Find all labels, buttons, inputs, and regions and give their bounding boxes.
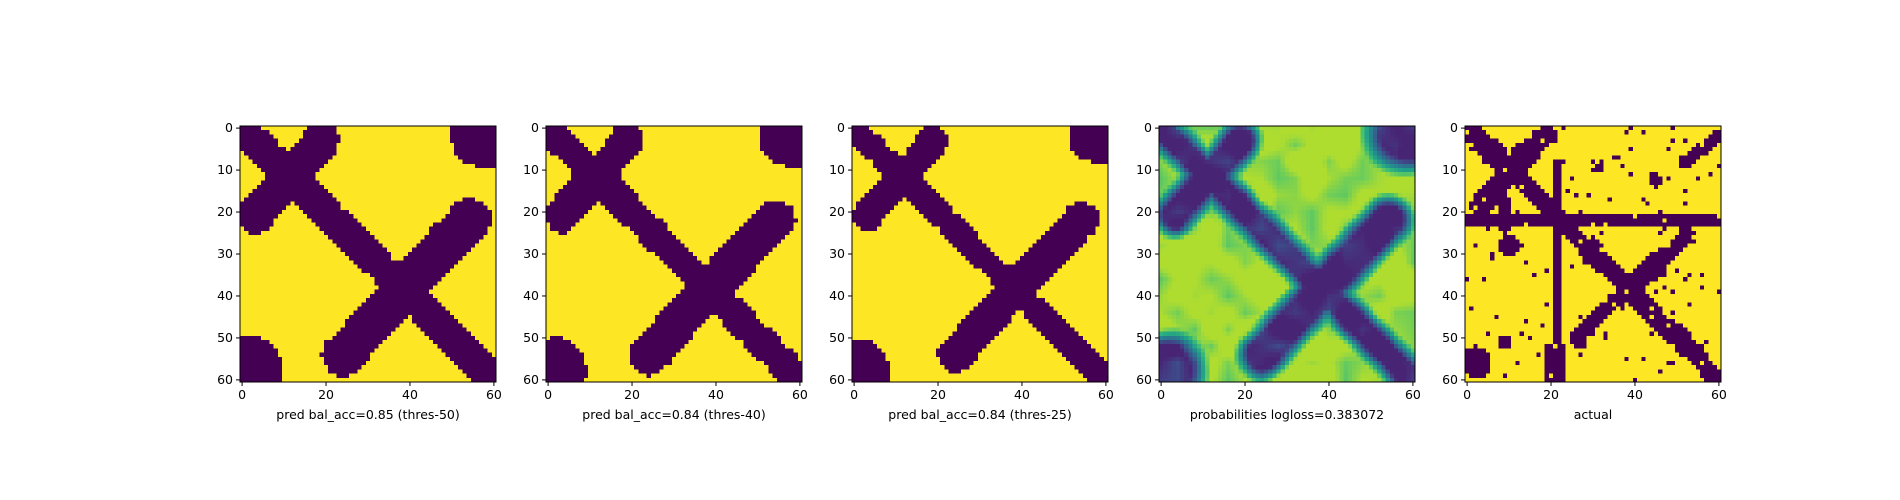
y-tick-label: 50: [829, 330, 845, 345]
y-tick-label: 30: [1442, 246, 1458, 261]
y-tick-label: 0: [225, 120, 233, 135]
x-tick-label: 40: [1014, 387, 1030, 402]
subplot-5: 0 20 40 60 0 10 20 30 40 50 60 actual: [1442, 120, 1727, 422]
y-tick-label: 20: [829, 204, 845, 219]
y-tick-label: 10: [217, 162, 233, 177]
x-axis-label: actual: [1574, 407, 1613, 422]
x-tick-label: 0: [544, 387, 552, 402]
y-tick-label: 20: [523, 204, 539, 219]
subplot-3: 0 20 40 60 0 10 20 30 40 50 60 pred bal_acc=0.84 (t…: [829, 120, 1114, 422]
y-tick-label: 10: [523, 162, 539, 177]
x-axis-label: pred bal_acc=0.84 (thres-40): [582, 407, 765, 422]
heatmap-image-3: [852, 126, 1109, 383]
x-axis-label: probabilities logloss=0.383072: [1190, 407, 1384, 422]
heatmap-image-4: [1159, 126, 1416, 383]
x-axis-label: pred bal_acc=0.84 (thres-25): [888, 407, 1071, 422]
x-tick-label: 20: [624, 387, 640, 402]
x-tick-label: 40: [1627, 387, 1643, 402]
y-tick-label: 40: [829, 288, 845, 303]
y-tick-label: 0: [1450, 120, 1458, 135]
y-tick-label: 40: [523, 288, 539, 303]
y-tick-label: 60: [217, 372, 233, 387]
y-tick-label: 50: [523, 330, 539, 345]
x-tick-label: 20: [1543, 387, 1559, 402]
y-tick-label: 60: [1136, 372, 1152, 387]
x-tick-label: 60: [486, 387, 502, 402]
y-tick-label: 40: [217, 288, 233, 303]
y-tick-label: 30: [217, 246, 233, 261]
x-tick-label: 60: [1711, 387, 1727, 402]
subplot-2: 0 20 40 60 0 10 20 30 40 50 60 pred bal_acc=0.84 (t…: [523, 120, 808, 422]
y-tick-label: 60: [1442, 372, 1458, 387]
x-tick-label: 60: [1098, 387, 1114, 402]
x-tick-label: 40: [708, 387, 724, 402]
x-tick-label: 60: [1405, 387, 1421, 402]
x-tick-label: 60: [792, 387, 808, 402]
y-tick-label: 0: [1144, 120, 1152, 135]
y-tick-label: 0: [531, 120, 539, 135]
y-tick-label: 20: [1442, 204, 1458, 219]
x-tick-label: 20: [1237, 387, 1253, 402]
x-tick-label: 0: [1157, 387, 1165, 402]
y-tick-label: 10: [829, 162, 845, 177]
x-tick-label: 40: [1321, 387, 1337, 402]
x-tick-label: 40: [402, 387, 418, 402]
x-axis-label: pred bal_acc=0.85 (thres-50): [276, 407, 459, 422]
heatmap-image-1: [240, 126, 497, 383]
y-tick-label: 20: [1136, 204, 1152, 219]
y-tick-label: 40: [1136, 288, 1152, 303]
x-tick-label: 20: [318, 387, 334, 402]
y-tick-label: 30: [1136, 246, 1152, 261]
subplot-1: 0 20 40 60 0 10 20 30 40 50 60 pred bal_acc=0.85 (t…: [217, 120, 502, 422]
y-tick-label: 10: [1136, 162, 1152, 177]
x-tick-label: 20: [930, 387, 946, 402]
heatmap-image-2: [546, 126, 803, 383]
x-tick-label: 0: [850, 387, 858, 402]
y-tick-label: 50: [1136, 330, 1152, 345]
y-tick-label: 30: [829, 246, 845, 261]
heatmap-image-5: [1465, 126, 1722, 383]
y-tick-label: 10: [1442, 162, 1458, 177]
x-tick-label: 0: [1463, 387, 1471, 402]
y-tick-label: 40: [1442, 288, 1458, 303]
x-tick-label: 0: [238, 387, 246, 402]
subplot-4: 0 20 40 60 0 10 20 30 40 50 60 probabilities loglos…: [1136, 120, 1421, 422]
y-tick-label: 60: [523, 372, 539, 387]
y-tick-label: 60: [829, 372, 845, 387]
y-tick-label: 50: [1442, 330, 1458, 345]
y-tick-label: 20: [217, 204, 233, 219]
y-tick-label: 30: [523, 246, 539, 261]
y-tick-label: 50: [217, 330, 233, 345]
y-tick-label: 0: [837, 120, 845, 135]
